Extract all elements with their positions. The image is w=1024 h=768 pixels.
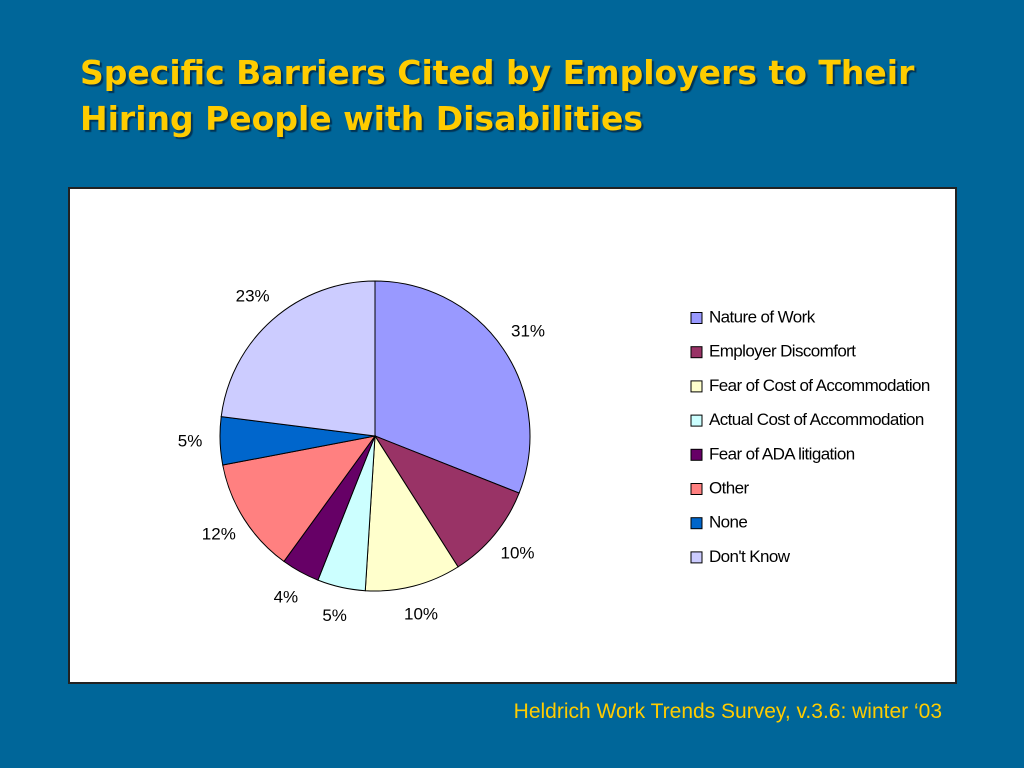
data-label: 10% bbox=[501, 543, 535, 562]
legend-swatch bbox=[690, 551, 703, 564]
data-label: 12% bbox=[202, 525, 236, 544]
legend-swatch bbox=[690, 483, 703, 495]
data-label: 31% bbox=[511, 321, 545, 340]
legend-swatch bbox=[690, 380, 703, 393]
legend-label: Employer Discomfort bbox=[709, 342, 856, 361]
legend-label: Fear of Cost of Accommodation bbox=[709, 376, 930, 395]
pie-slice bbox=[373, 434, 520, 568]
chart-area: 31% 10% 10% 5% 4% 12% 5% 23% Nature of Work Emplo… bbox=[68, 187, 957, 684]
data-label: 23% bbox=[236, 287, 270, 306]
legend-swatch bbox=[690, 517, 703, 530]
data-label: 4% bbox=[274, 588, 299, 607]
legend-label: None bbox=[709, 513, 747, 532]
legend-swatch bbox=[690, 448, 703, 461]
legend-label: Nature of Work bbox=[709, 307, 816, 326]
legend-swatch bbox=[690, 312, 703, 324]
data-label: 5% bbox=[322, 606, 347, 625]
legend-swatch bbox=[690, 414, 703, 427]
legend-label: Actual Cost of Accommodation bbox=[709, 410, 924, 429]
legend-label: Fear of ADA litigation bbox=[709, 444, 855, 463]
legend-swatch bbox=[690, 346, 703, 359]
chart: 31% 10% 10% 5% 4% 12% 5% 23% Nature of Work Emplo… bbox=[178, 280, 930, 625]
pie-slice bbox=[220, 280, 376, 437]
pie-slice bbox=[364, 434, 459, 592]
data-label: 5% bbox=[178, 431, 203, 450]
slide-title: Specific Barriers Cited by Employers to … bbox=[80, 53, 915, 138]
legend-label: Other bbox=[709, 478, 749, 497]
data-label: 10% bbox=[404, 605, 438, 624]
pie-slice bbox=[374, 280, 531, 494]
legend-label: Don't Know bbox=[709, 547, 791, 566]
source-note: Heldrich Work Trends Survey, v.3.6: wint… bbox=[513, 700, 942, 723]
pie-slice bbox=[222, 435, 377, 563]
